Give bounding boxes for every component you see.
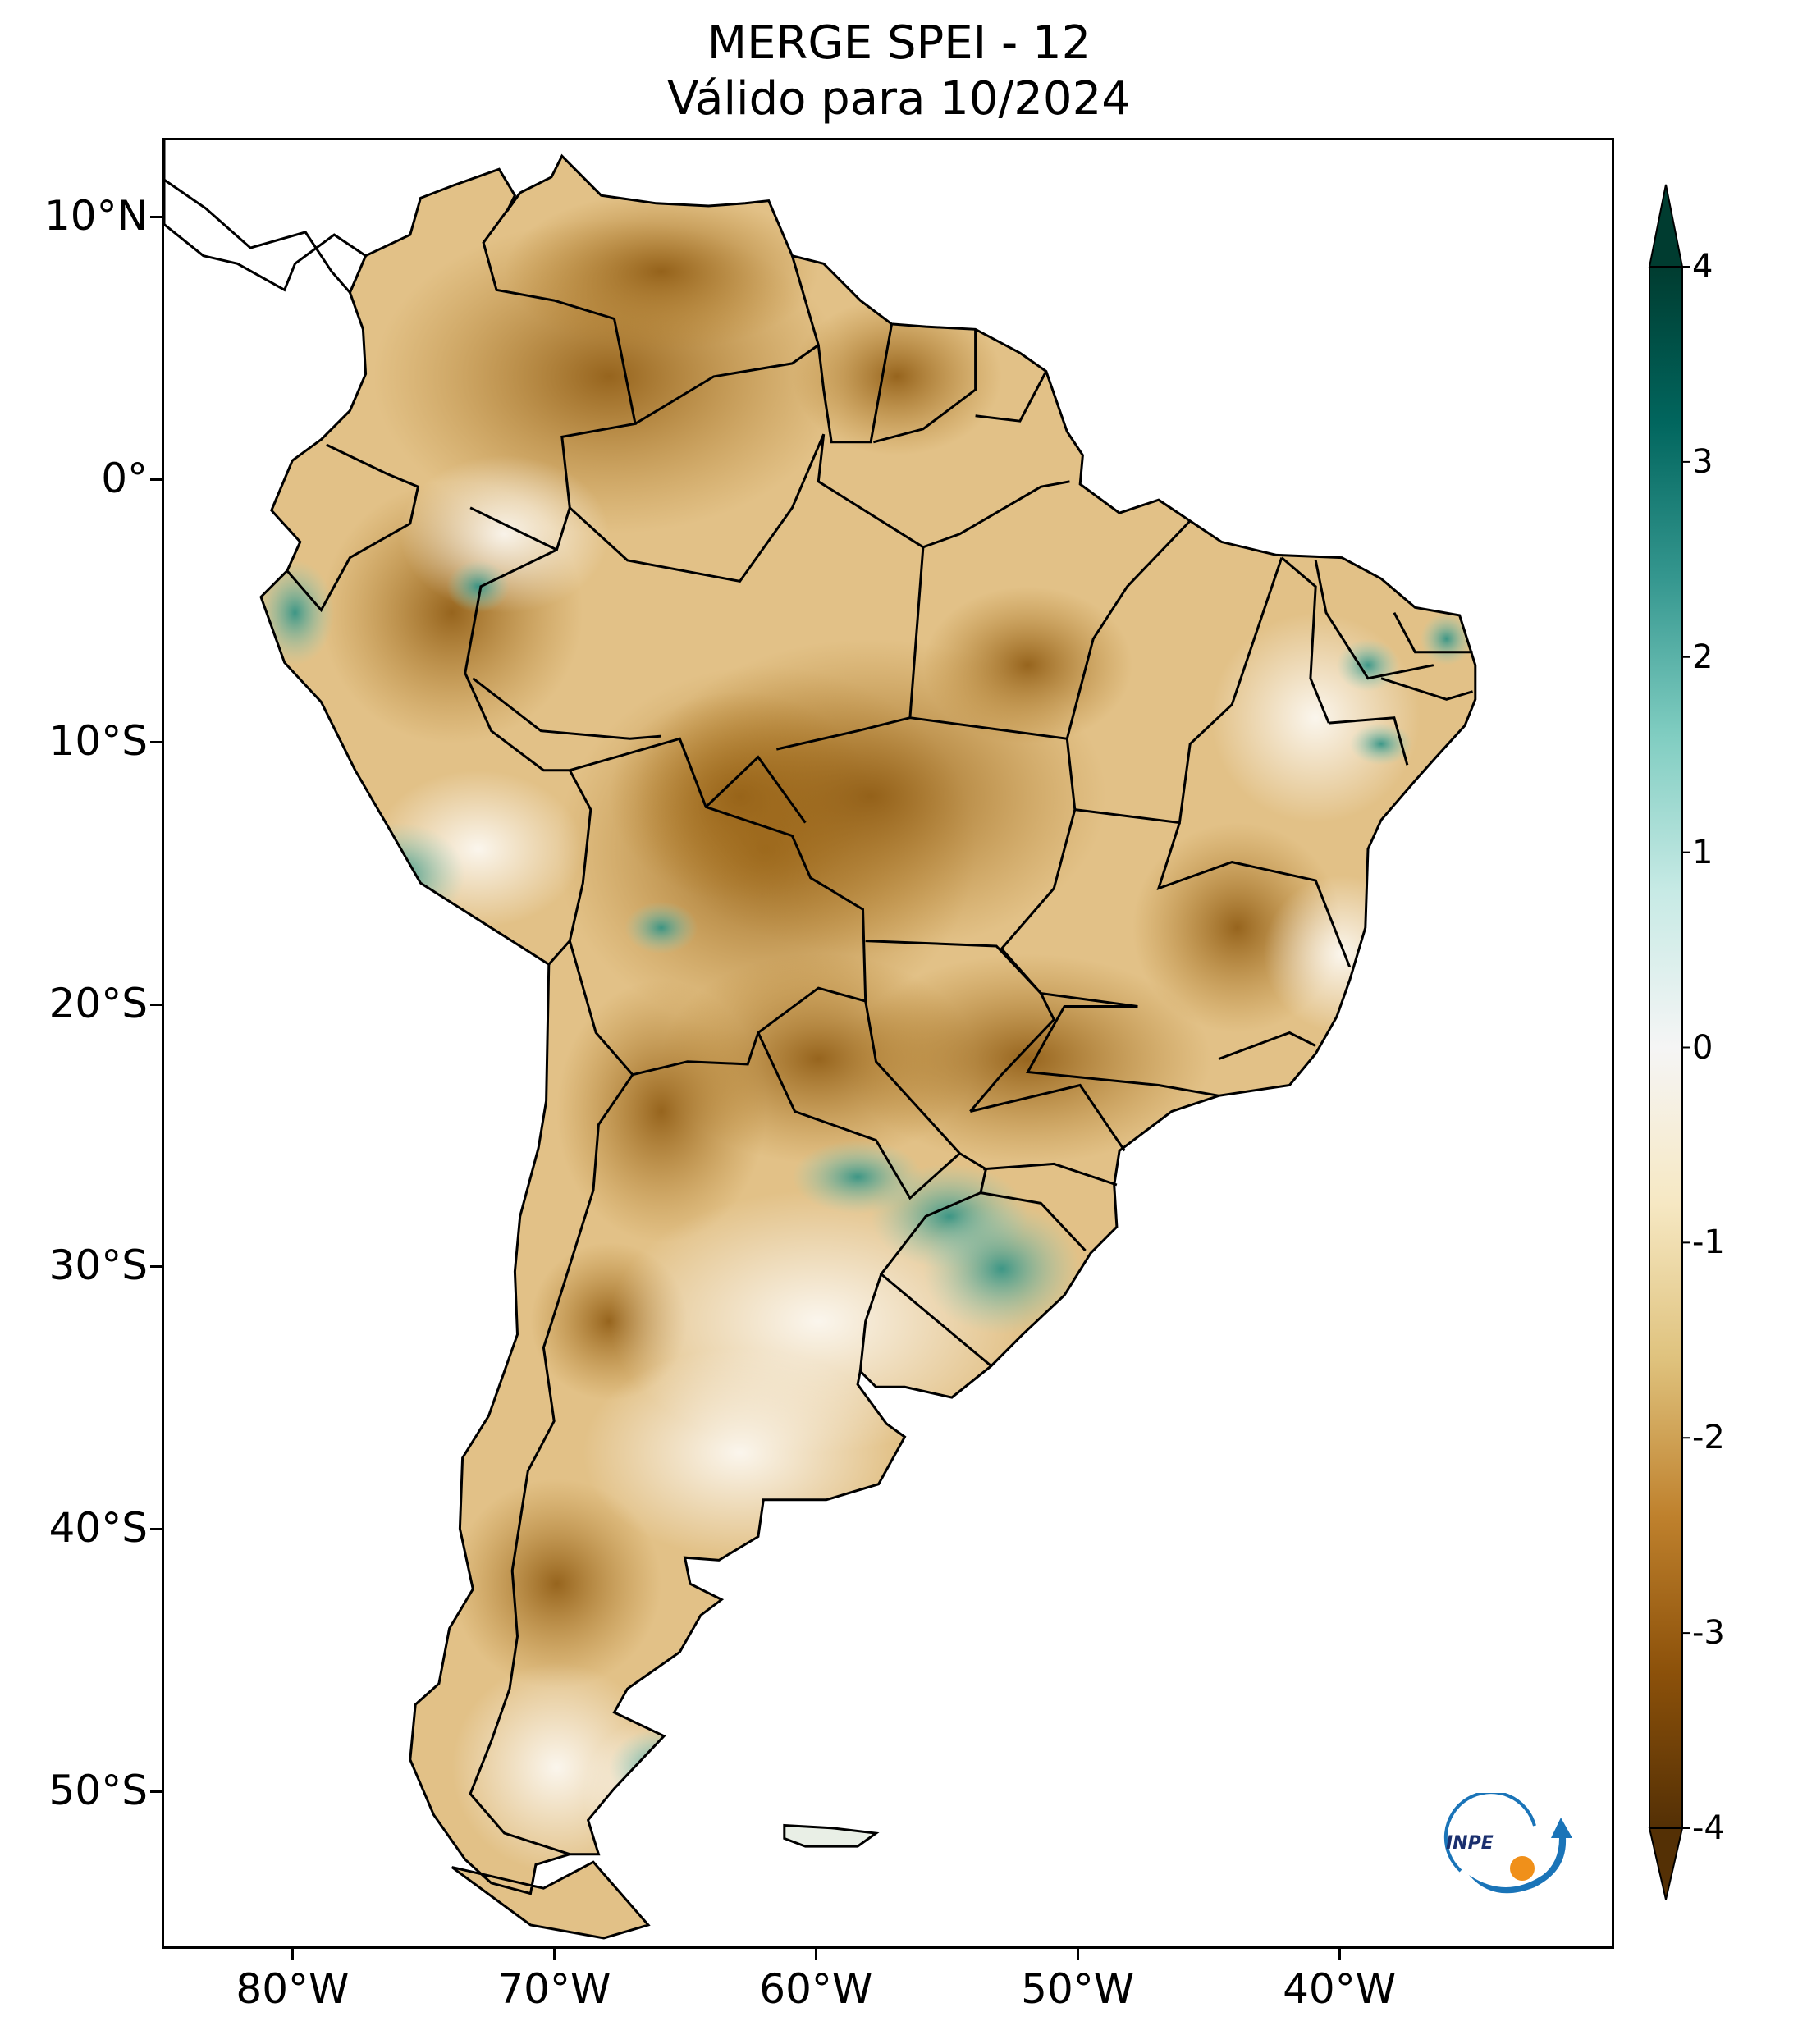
colorbar-tick-label: -3	[1692, 1614, 1725, 1653]
colorbar	[1648, 184, 1690, 1900]
border-line	[1380, 677, 1474, 701]
colorbar-extend-max	[1648, 184, 1684, 268]
lon-tick-label: 80°W	[236, 1965, 350, 2013]
border-line	[469, 192, 637, 552]
lat-tick-label: 30°S	[48, 1241, 148, 1290]
lat-tick-mark	[150, 1528, 162, 1531]
lat-tick-label: 20°S	[48, 979, 148, 1027]
dry-anomaly-area	[792, 297, 1002, 455]
colorbar-gradient	[1649, 266, 1683, 1829]
svg-text:INPE: INPE	[1446, 1833, 1494, 1854]
wet-anomaly-area	[446, 560, 510, 613]
lon-tick-label: 70°W	[497, 1965, 611, 2013]
lat-tick-label: 10°N	[43, 191, 148, 240]
lat-tick-mark	[150, 1003, 162, 1006]
colorbar-tick-label: -2	[1692, 1419, 1725, 1457]
colorbar-tick-label: 1	[1692, 833, 1713, 871]
map-subtitle: Válido para 10/2024	[667, 72, 1131, 126]
wet-anomaly-area	[334, 822, 465, 928]
lon-tick-mark	[1338, 1949, 1342, 1960]
lon-tick-label: 50°W	[1021, 1965, 1135, 2013]
wet-anomaly-area	[1336, 638, 1400, 692]
lon-tick-mark	[553, 1949, 556, 1960]
border-line	[1314, 560, 1434, 680]
wet-anomaly-area	[624, 901, 698, 954]
border-line	[975, 370, 1048, 423]
border-line	[1329, 716, 1409, 766]
map-panel[interactable]	[162, 138, 1614, 1949]
border-line	[1393, 611, 1473, 654]
border-line	[865, 940, 1056, 1113]
falkland-islands	[783, 1823, 880, 1848]
border-line	[1218, 1031, 1316, 1060]
border-line	[1280, 556, 1330, 724]
lat-tick-label: 10°S	[48, 716, 148, 765]
colorbar-tick-label: 0	[1692, 1028, 1713, 1067]
dry-anomaly-area	[922, 586, 1132, 744]
south-america-landmass	[164, 140, 1477, 1940]
lon-tick-mark	[291, 1949, 295, 1960]
lat-tick-mark	[150, 478, 162, 481]
border-line	[757, 1031, 961, 1200]
border-line	[705, 755, 807, 824]
wet-anomaly-area	[792, 1140, 923, 1214]
lat-tick-mark	[150, 215, 162, 218]
border-line	[1025, 1005, 1219, 1097]
wet-anomaly-area	[1349, 723, 1413, 766]
lat-tick-mark	[150, 740, 162, 743]
map-title: MERGE SPEI - 12	[707, 16, 1091, 70]
inpe-logo-icon: INPE	[1443, 1793, 1572, 1894]
colorbar-tick-label: -1	[1692, 1223, 1725, 1262]
wet-anomaly-area	[922, 1203, 1081, 1335]
near-normal-area	[1263, 875, 1421, 1033]
border-line	[569, 737, 992, 1367]
dry-anomaly-area	[504, 192, 819, 350]
border-line	[969, 1083, 1126, 1152]
lat-tick-mark	[150, 1265, 162, 1269]
border-line	[464, 548, 592, 966]
colorbar-tick-label: 2	[1692, 638, 1713, 676]
colorbar-tick-label: -4	[1692, 1809, 1725, 1847]
wet-anomaly-area	[1420, 612, 1473, 665]
border-line	[1074, 557, 1283, 825]
dry-anomaly-area	[451, 1479, 661, 1690]
lon-tick-label: 40°W	[1283, 1965, 1397, 2013]
colorbar-tick-label: 3	[1692, 442, 1713, 481]
lat-tick-label: 40°S	[48, 1504, 148, 1552]
spei-map	[164, 140, 1477, 1940]
near-normal-area	[583, 1347, 897, 1558]
border-line	[472, 677, 662, 740]
central-america-coast	[164, 140, 368, 295]
border-line	[1156, 822, 1352, 968]
lon-tick-label: 60°W	[759, 1965, 873, 2013]
border-line	[286, 443, 420, 613]
lat-tick-label: 50°S	[48, 1767, 148, 1815]
border-line	[1065, 519, 1192, 739]
border-line	[817, 323, 894, 444]
border-line	[980, 1191, 1087, 1252]
border-line	[922, 480, 1070, 549]
border-line	[983, 1162, 1118, 1187]
border-line	[469, 1073, 634, 1856]
lon-tick-mark	[1077, 1949, 1080, 1960]
border-line	[569, 433, 925, 751]
colorbar-extend-min	[1648, 1827, 1684, 1900]
lat-tick-label: 0°	[101, 454, 148, 502]
lon-tick-mark	[815, 1949, 818, 1960]
border-line	[634, 255, 821, 425]
border-line	[872, 329, 977, 444]
border-line	[858, 1273, 883, 1372]
colorbar-tick-label: 4	[1692, 248, 1713, 286]
border-line	[568, 940, 867, 1077]
lat-tick-mark	[150, 1790, 162, 1794]
